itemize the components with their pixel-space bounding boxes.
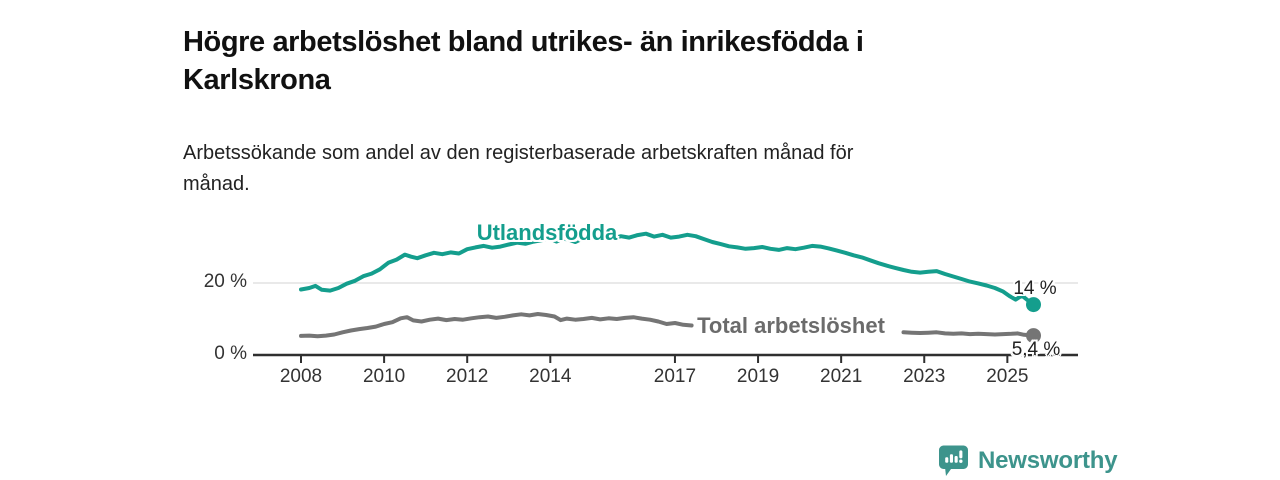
newsworthy-logo-icon	[939, 445, 968, 476]
series-label-utlandsfodda: Utlandsfödda	[476, 220, 618, 245]
x-tick-label: 2023	[903, 366, 946, 387]
newsworthy-logo-text: Newsworthy	[978, 446, 1118, 474]
y-tick-label: 0 %	[214, 343, 247, 364]
page-subtitle-line1: Arbetssökande som andel av den registerb…	[183, 142, 854, 164]
series-end-dot-0	[1026, 297, 1041, 313]
newsworthy-logo[interactable]: Newsworthy	[938, 444, 1118, 477]
x-tick-label: 2019	[736, 366, 780, 387]
series-line-1	[901, 330, 1036, 338]
page-subtitle-line2: månad.	[183, 173, 250, 195]
page-subtitle: Arbetssökande som andel av den registerb…	[183, 138, 1083, 200]
x-tick-label: 2012	[446, 366, 489, 387]
series-line-1	[299, 312, 694, 339]
series-line-0	[299, 231, 1036, 307]
x-tick-label: 2025	[986, 366, 1029, 387]
series-label-total-arbetsloshet: Total arbetslöshet	[697, 313, 885, 338]
end-value-label-total: 5,4 %	[1011, 339, 1061, 360]
x-tick-label: 2014	[529, 366, 572, 387]
page-title-line2: Karlskrona	[183, 64, 331, 97]
end-value-label-utlandsfodda: 14 %	[1013, 278, 1057, 299]
x-tick-label: 2010	[362, 366, 406, 387]
x-tick-label: 2017	[653, 366, 697, 387]
y-tick-label: 20 %	[203, 271, 247, 292]
page-title: Högre arbetslöshet bland utrikes- än inr…	[183, 23, 1083, 99]
x-tick-label: 2021	[820, 366, 863, 387]
series-end-dot-1	[1026, 328, 1041, 344]
x-tick-label: 2008	[279, 366, 323, 387]
page-title-line1: Högre arbetslöshet bland utrikes- än inr…	[183, 26, 864, 59]
